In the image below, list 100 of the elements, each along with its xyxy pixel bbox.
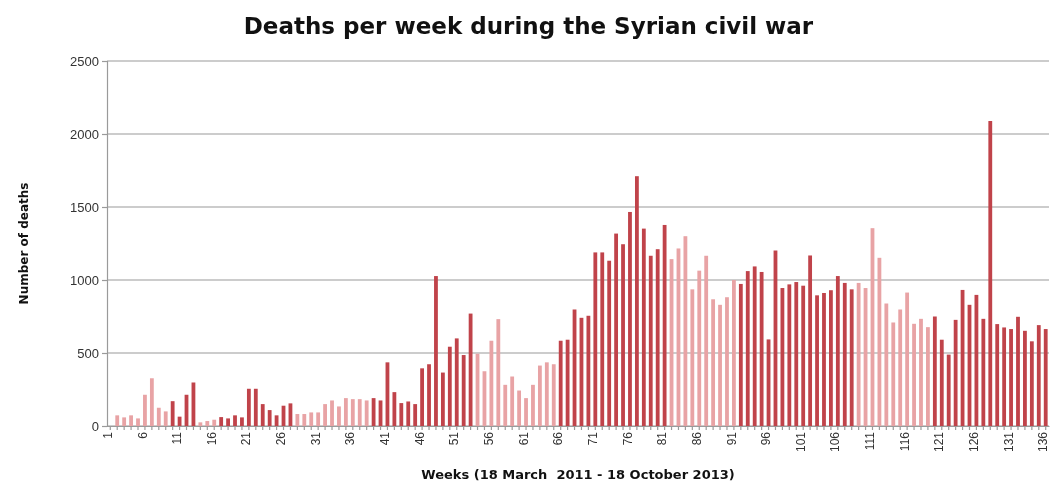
bar <box>614 233 619 426</box>
bar <box>759 271 764 426</box>
bar <box>919 318 923 426</box>
bar <box>420 368 424 426</box>
bar <box>926 327 930 426</box>
y-tick-label: 2500 <box>70 53 99 69</box>
x-tick-label: 91 <box>724 431 739 446</box>
bar <box>295 414 300 426</box>
bar <box>1023 330 1027 426</box>
bar <box>898 309 903 426</box>
bar <box>648 255 653 426</box>
bar <box>392 392 397 426</box>
bar <box>136 418 140 426</box>
bar <box>309 412 314 426</box>
x-tick-label: 126 <box>967 431 982 453</box>
bar <box>316 412 321 426</box>
x-tick-label: 81 <box>655 431 670 446</box>
bar <box>350 399 355 426</box>
bar <box>1016 316 1020 426</box>
x-tick-label: 61 <box>516 431 531 446</box>
bar <box>738 283 743 426</box>
bar <box>205 421 210 426</box>
bar <box>1036 325 1041 426</box>
bar <box>939 339 944 426</box>
y-tick-label: 500 <box>77 345 99 361</box>
bar <box>1043 329 1048 426</box>
bar <box>565 339 570 426</box>
bar <box>454 338 459 426</box>
bar <box>413 404 418 426</box>
bar <box>524 398 528 426</box>
bar <box>621 244 625 426</box>
y-tick-label: 1000 <box>70 272 99 288</box>
bar <box>600 252 605 426</box>
bar <box>815 295 819 426</box>
bar <box>1029 341 1034 426</box>
x-tick-label: 56 <box>481 431 496 446</box>
bar <box>641 228 646 426</box>
bar <box>198 422 203 426</box>
bar <box>517 390 522 426</box>
bar <box>697 270 702 426</box>
bar <box>170 401 175 426</box>
bar <box>912 323 916 426</box>
x-tick-label: 51 <box>447 431 462 446</box>
bar <box>995 324 1000 426</box>
bar <box>323 404 327 426</box>
bar <box>447 346 452 426</box>
bar <box>745 271 750 426</box>
bar <box>240 417 244 426</box>
bar <box>531 384 535 426</box>
bar <box>357 399 362 426</box>
bar <box>544 362 549 426</box>
bar <box>593 252 598 426</box>
bar <box>551 364 556 426</box>
bar <box>399 403 404 426</box>
bar <box>330 400 334 426</box>
bar <box>468 313 473 426</box>
bar <box>537 365 542 426</box>
bar <box>510 376 515 426</box>
bar <box>440 372 445 426</box>
bar <box>434 276 438 426</box>
bar <box>129 415 133 426</box>
y-axis-title: Number of deaths <box>17 182 31 305</box>
x-tick-label: 6 <box>135 431 150 439</box>
bar <box>822 292 826 426</box>
bar <box>1009 329 1013 426</box>
x-tick-label: 86 <box>689 431 704 446</box>
bar <box>704 255 709 426</box>
bar <box>586 315 591 426</box>
bar <box>932 316 937 426</box>
bar <box>233 415 237 426</box>
bar <box>503 384 508 426</box>
bar <box>246 388 251 426</box>
x-axis-title: Weeks (18 March 2011 - 18 October 2013) <box>421 467 735 482</box>
bar <box>337 406 341 426</box>
bar <box>115 415 120 426</box>
bar <box>496 319 501 426</box>
chart-title: Deaths per week during the Syrian civil war <box>243 13 814 39</box>
bar <box>752 266 757 426</box>
bar <box>891 322 896 426</box>
bar <box>988 121 993 426</box>
bar <box>981 318 986 426</box>
bar <box>343 398 348 426</box>
bar <box>406 401 411 426</box>
bar <box>787 284 792 426</box>
x-tick-label: 36 <box>343 431 358 446</box>
bar <box>711 299 716 426</box>
x-tick-label: 116 <box>897 431 912 452</box>
x-tick-label: 21 <box>239 431 254 446</box>
bar <box>149 378 154 426</box>
bar <box>634 176 639 426</box>
bar <box>718 304 722 426</box>
x-tick-label: 76 <box>620 431 635 446</box>
y-tick-label: 1500 <box>70 199 99 215</box>
x-tick-label: 66 <box>551 431 566 446</box>
bar <box>1002 327 1007 426</box>
bar <box>302 414 307 426</box>
bar <box>212 419 217 426</box>
x-tick-label: 26 <box>274 431 289 446</box>
bar <box>143 394 147 426</box>
bar <box>842 282 847 426</box>
